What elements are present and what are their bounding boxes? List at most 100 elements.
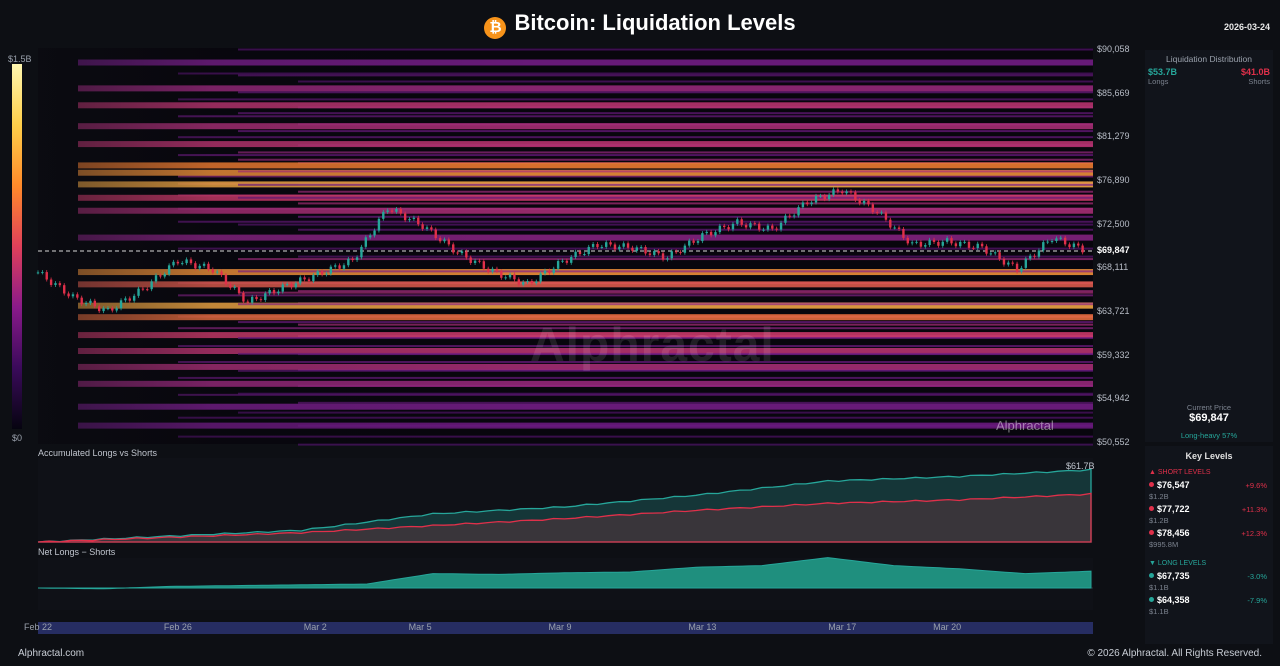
watermark-corner: Alphractal — [996, 418, 1054, 433]
liquidation-band-thin — [298, 202, 1093, 205]
candle-body — [727, 227, 730, 230]
candle-body — [631, 247, 634, 251]
colorbar-min-label: $0 — [12, 433, 23, 443]
candle-body — [80, 297, 83, 305]
candle-body — [845, 191, 848, 194]
current-price-caption: Current Price — [1186, 403, 1232, 412]
liquidation-band-thin — [238, 411, 1093, 414]
candle-body — [762, 229, 765, 231]
y-tick-label: $90,058 — [1097, 44, 1130, 54]
candle-body — [661, 253, 665, 260]
candle-body — [202, 263, 206, 266]
candle-body — [740, 219, 743, 225]
liquidation-band-thin — [178, 136, 1093, 139]
distribution-panel: Liquidation Distribution $53.7B Longs $4… — [1145, 50, 1273, 442]
candle-body — [259, 299, 263, 301]
liquidation-band-thin — [238, 158, 1093, 161]
liquidation-band-thin — [178, 327, 1093, 330]
candle-body — [246, 301, 249, 303]
candle-body — [827, 194, 831, 200]
candle-body — [1042, 242, 1045, 251]
candle-body — [889, 219, 892, 228]
y-tick-label: $81,279 — [1097, 131, 1130, 142]
candle-body — [565, 260, 569, 263]
candle-body — [788, 215, 791, 217]
candle-body — [390, 210, 394, 212]
candle-body — [832, 189, 835, 195]
candle-body — [985, 246, 988, 254]
candle-body — [465, 251, 468, 258]
candle-body — [172, 261, 175, 266]
candle-body — [548, 270, 551, 273]
candle-body — [233, 286, 236, 288]
key-level-row: $67,735 -3.0% $1.1B — [1149, 571, 1269, 592]
candle-body — [325, 273, 328, 275]
candle-body — [430, 227, 433, 230]
liquidation-band-thin — [238, 270, 1093, 273]
liquidation-band-thin — [178, 376, 1093, 379]
candle-body — [902, 228, 905, 238]
footer-site[interactable]: Alphractal.com — [18, 648, 85, 659]
candle-body — [574, 251, 577, 258]
candle-body — [1002, 259, 1006, 265]
liquidation-band-thin — [178, 294, 1093, 297]
key-levels-title: Key Levels — [1185, 451, 1233, 461]
candle-body — [622, 243, 625, 247]
candle-body — [329, 266, 333, 274]
candle-body — [688, 240, 691, 246]
candle-body — [220, 271, 223, 276]
candle-body — [1015, 263, 1019, 272]
candle-body — [237, 286, 241, 293]
candle-body — [482, 261, 486, 269]
candle-body — [71, 294, 75, 297]
candle-body — [714, 232, 717, 236]
candle-body — [334, 265, 337, 267]
candle-body — [1007, 262, 1010, 265]
liquidation-band-thin — [178, 72, 1093, 75]
candle-body — [666, 258, 669, 260]
candle-body — [1028, 255, 1032, 259]
x-tick-label: Mar 9 — [548, 622, 572, 632]
candle-body — [128, 298, 131, 301]
liquidation-band-thin — [238, 130, 1093, 133]
x-tick-label: Mar 5 — [408, 622, 432, 632]
accum-panel-title: Accumulated Longs vs Shorts — [38, 448, 158, 458]
liquidation-band-thin — [298, 323, 1093, 326]
liquidation-band-thin — [298, 443, 1093, 446]
candle-body — [696, 241, 700, 243]
liquidation-band-thin — [178, 435, 1093, 438]
candle-body — [1059, 237, 1062, 239]
candle-body — [513, 274, 516, 280]
x-tick-label: Mar 2 — [303, 622, 327, 632]
candle-body — [460, 251, 464, 254]
candle-body — [272, 289, 276, 294]
liquidation-band-thin — [238, 196, 1093, 199]
candle-body — [539, 273, 542, 282]
candle-body — [709, 231, 713, 236]
candle-body — [836, 189, 840, 192]
candle-body — [198, 265, 201, 269]
level-pct: -3.0% — [1247, 572, 1267, 581]
time-range-scrollbar[interactable] — [38, 622, 1093, 634]
candle-body — [609, 242, 612, 245]
y-tick-label: $72,500 — [1097, 218, 1130, 229]
liquidation-band — [78, 169, 1093, 176]
liquidation-band-thin — [298, 190, 1093, 193]
candle-body — [417, 217, 420, 225]
level-dot-icon — [1149, 506, 1154, 511]
candle-body — [242, 292, 245, 302]
candle-body — [994, 252, 997, 254]
candle-body — [412, 217, 416, 219]
candle-body — [1081, 245, 1084, 253]
candle-body — [915, 241, 918, 243]
candle-body — [744, 224, 748, 228]
liquidation-band-thin — [238, 183, 1093, 186]
candle-body — [45, 272, 48, 280]
candle-body — [570, 257, 573, 263]
candle-body — [438, 238, 442, 242]
candle-body — [792, 215, 796, 217]
candle-body — [618, 246, 621, 250]
x-tick-label: Mar 13 — [688, 622, 717, 632]
candle-body — [1046, 241, 1049, 243]
candle-body — [504, 277, 507, 279]
